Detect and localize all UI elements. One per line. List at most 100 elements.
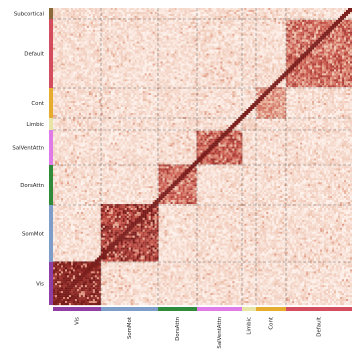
heatmap-cell xyxy=(220,32,222,34)
heatmap-cell xyxy=(179,12,181,14)
heatmap-cell xyxy=(59,38,61,40)
heatmap-cell xyxy=(57,54,59,56)
heatmap-cell xyxy=(314,59,316,61)
heatmap-cell xyxy=(306,61,308,63)
heatmap-cell xyxy=(238,24,240,26)
heatmap-cell xyxy=(298,44,300,46)
heatmap-cell xyxy=(67,22,69,24)
heatmap-cell xyxy=(294,61,296,63)
heatmap-cell xyxy=(65,20,67,22)
heatmap-cell xyxy=(258,10,260,12)
heatmap-cell xyxy=(147,24,149,26)
heatmap-cell xyxy=(127,50,129,52)
heatmap-cell xyxy=(314,22,316,24)
heatmap-cell xyxy=(304,8,306,10)
heatmap-cell xyxy=(216,20,218,22)
heatmap-cell xyxy=(165,65,167,67)
heatmap-cell xyxy=(230,10,232,12)
heatmap-cell xyxy=(147,48,149,50)
heatmap-cell xyxy=(199,59,201,61)
heatmap-cell xyxy=(244,34,246,36)
heatmap-cell xyxy=(302,36,304,38)
heatmap-cell xyxy=(69,42,71,44)
heatmap-cell xyxy=(300,58,302,60)
heatmap-cell xyxy=(244,10,246,12)
heatmap-cell xyxy=(121,65,123,67)
heatmap-cell xyxy=(59,30,61,32)
heatmap-cell xyxy=(191,52,193,54)
heatmap-cell xyxy=(296,54,298,56)
heatmap-cell xyxy=(210,63,212,65)
heatmap-cell xyxy=(338,28,340,30)
heatmap-cell xyxy=(328,16,330,18)
heatmap-cell xyxy=(332,24,334,26)
heatmap-cell xyxy=(187,8,189,10)
heatmap-cell xyxy=(189,40,191,42)
heatmap-cell xyxy=(292,32,294,34)
heatmap-cell xyxy=(348,30,350,32)
heatmap-cell xyxy=(203,10,205,12)
heatmap-cell xyxy=(324,26,326,28)
heatmap-cell xyxy=(258,59,260,61)
heatmap-cell xyxy=(133,8,135,10)
heatmap-cell xyxy=(222,42,224,44)
heatmap-cell xyxy=(201,10,203,12)
heatmap-cell xyxy=(171,42,173,44)
heatmap-cell xyxy=(336,40,338,42)
heatmap-cell xyxy=(161,22,163,24)
heatmap-cell xyxy=(298,30,300,32)
heatmap-cell xyxy=(137,10,139,12)
heatmap-cell xyxy=(264,48,266,50)
heatmap-cell xyxy=(103,40,105,42)
heatmap-cell xyxy=(330,28,332,30)
heatmap-cell xyxy=(95,48,97,50)
heatmap-cell xyxy=(238,48,240,50)
heatmap-cell xyxy=(169,12,171,14)
heatmap-cell xyxy=(280,56,282,58)
heatmap-cell xyxy=(177,58,179,60)
heatmap-cell xyxy=(109,22,111,24)
heatmap-cell xyxy=(159,22,161,24)
heatmap-cell xyxy=(121,59,123,61)
heatmap-cell xyxy=(133,42,135,44)
heatmap-cell xyxy=(165,54,167,56)
heatmap-cell xyxy=(111,20,113,22)
heatmap-cell xyxy=(250,34,252,36)
heatmap-cell xyxy=(107,22,109,24)
heatmap-cell xyxy=(141,67,143,69)
heatmap-cell xyxy=(111,34,113,36)
heatmap-cell xyxy=(304,10,306,12)
heatmap-cell xyxy=(322,50,324,52)
heatmap-cell xyxy=(79,42,81,44)
heatmap-cell xyxy=(264,65,266,67)
heatmap-cell xyxy=(147,56,149,58)
heatmap-cell xyxy=(306,59,308,61)
heatmap-cell xyxy=(131,16,133,18)
heatmap-cell xyxy=(187,12,189,14)
heatmap-cell xyxy=(105,40,107,42)
heatmap-cell xyxy=(322,59,324,61)
heatmap-cell xyxy=(346,24,348,26)
heatmap-cell xyxy=(250,14,252,16)
heatmap-cell xyxy=(288,28,290,30)
heatmap-cell xyxy=(119,22,121,24)
heatmap-cell xyxy=(113,42,115,44)
heatmap-cell xyxy=(177,61,179,63)
heatmap-cell xyxy=(131,52,133,54)
heatmap-cell xyxy=(153,10,155,12)
heatmap-cell xyxy=(212,12,214,14)
heatmap-cell xyxy=(304,59,306,61)
heatmap-cell xyxy=(85,10,87,12)
heatmap-cell xyxy=(55,14,57,16)
heatmap-cell xyxy=(203,42,205,44)
heatmap-cell xyxy=(177,38,179,40)
heatmap-cell xyxy=(226,38,228,40)
heatmap-cell xyxy=(173,16,175,18)
heatmap-cell xyxy=(334,44,336,46)
heatmap-cell xyxy=(95,59,97,61)
heatmap-cell xyxy=(266,24,268,26)
heatmap-cell xyxy=(274,42,276,44)
heatmap-cell xyxy=(222,38,224,40)
heatmap-cell xyxy=(127,63,129,65)
heatmap-cell xyxy=(208,30,210,32)
